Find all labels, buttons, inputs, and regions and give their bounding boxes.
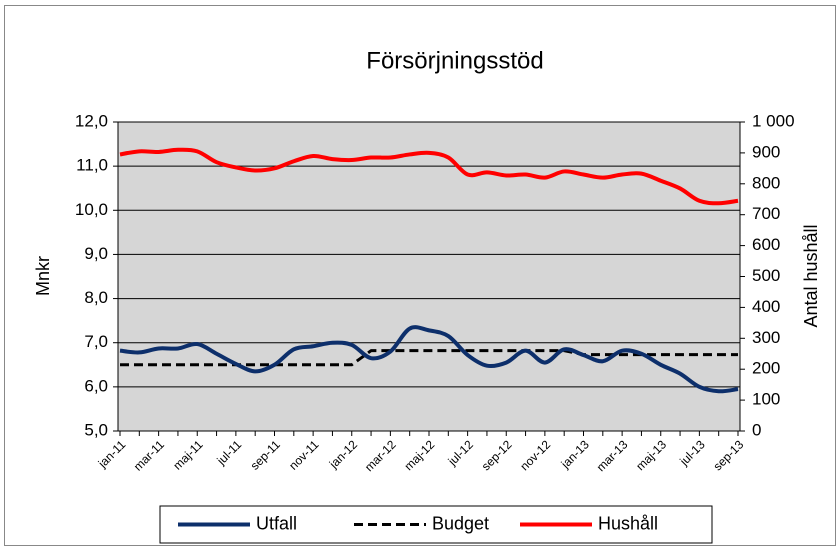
- y2-tick-label: 600: [752, 235, 780, 254]
- plot-area: [118, 122, 740, 431]
- series-line: [119, 325, 739, 394]
- y2-tick-label: 900: [752, 142, 780, 161]
- y-tick-label: 5,0: [84, 420, 108, 439]
- y-tick-label: 9,0: [84, 244, 108, 263]
- y2-tick-label: 200: [752, 359, 780, 378]
- y-tick-label: 6,0: [84, 376, 108, 395]
- y2-tick-label: 700: [752, 204, 780, 223]
- y2-tick-label: 100: [752, 390, 780, 409]
- series-line: [120, 349, 738, 367]
- y-tick-label: 8,0: [84, 288, 108, 307]
- y-tick-label: 10,0: [75, 200, 108, 219]
- y2-tick-label: 500: [752, 266, 780, 285]
- chart-title: Försörjningsstöd: [366, 47, 543, 74]
- y-axis-title: Mnkr: [33, 256, 53, 296]
- y-tick-label: 11,0: [76, 156, 108, 175]
- y-tick-label: 7,0: [84, 332, 108, 351]
- y-tick-label: 12,0: [75, 111, 108, 130]
- y2-tick-label: 1 000: [752, 111, 795, 130]
- y2-tick-label: 0: [752, 420, 761, 439]
- legend-label: Budget: [432, 513, 489, 533]
- y2-axis-title: Antal hushåll: [801, 224, 821, 327]
- y2-tick-label: 300: [752, 328, 780, 347]
- legend-box: [159, 505, 713, 544]
- series-line: [119, 147, 739, 206]
- legend-label: Hushåll: [598, 513, 658, 533]
- legend-label: Utfall: [256, 513, 297, 533]
- y2-tick-label: 400: [752, 297, 780, 316]
- y2-tick-label: 800: [752, 173, 780, 192]
